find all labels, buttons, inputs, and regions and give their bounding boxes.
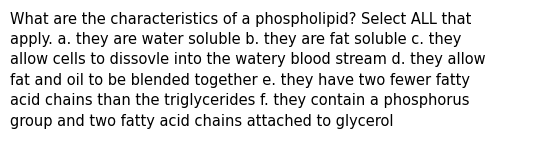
- Text: What are the characteristics of a phospholipid? Select ALL that
apply. a. they a: What are the characteristics of a phosph…: [10, 12, 485, 129]
